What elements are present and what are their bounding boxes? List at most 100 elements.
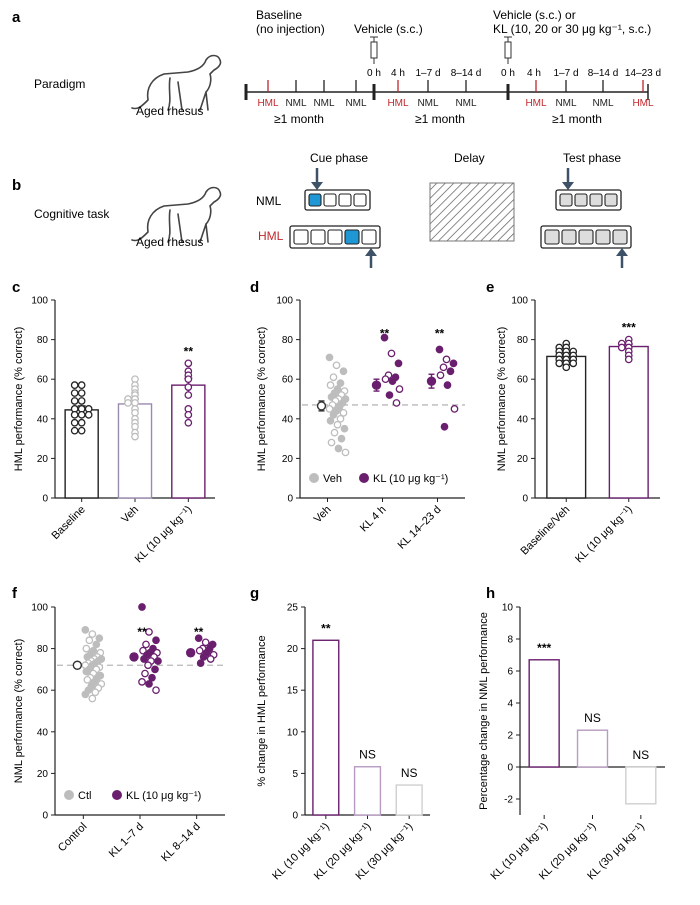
timeline-tick-label: NML (592, 98, 614, 109)
bar (395, 784, 423, 816)
data-point (184, 391, 193, 399)
x-tick-label: KL 4 h (358, 504, 389, 535)
bar (608, 345, 649, 499)
data-point (206, 655, 215, 663)
cue-hml-box (361, 229, 377, 245)
mean-point (371, 380, 382, 390)
x-tick-label: Veh (119, 504, 141, 526)
data-point (70, 410, 79, 419)
y-tick-label: 20 (37, 769, 49, 780)
data-point (81, 690, 90, 699)
timeline-top-label: 14–23 d (625, 68, 661, 79)
legend-marker (64, 790, 74, 800)
test-nml-box (574, 193, 588, 207)
data-point (88, 694, 97, 703)
data-point (450, 405, 459, 413)
cognitive-task-label: Cognitive task (34, 207, 110, 221)
bar (576, 729, 609, 768)
data-point (329, 410, 338, 419)
y-tick-label: 60 (37, 375, 49, 386)
data-point (446, 367, 455, 376)
cue-hml-box (310, 229, 326, 245)
y-tick-label: 40 (282, 414, 294, 425)
y-axis-label: % change in HML performance (256, 635, 268, 786)
x-tick-label: Veh (312, 504, 334, 526)
x-tick-label: KL 1–7 d (107, 821, 146, 860)
data-point (380, 333, 389, 342)
panel-f: f 0 20 40 60 80 100 NML performance (% correct)… (12, 585, 225, 864)
test-phase-label: Test phase (563, 151, 621, 165)
data-point (334, 444, 343, 453)
panel-d: d 0 20 40 60 80 100 HML performance (% correct)… (250, 279, 465, 552)
test-hml-box (578, 229, 594, 245)
month-label-3: ≥1 month (552, 112, 602, 126)
monkey-icon (131, 186, 222, 243)
timeline-top-label: 8–14 d (451, 68, 482, 79)
data-point (439, 363, 448, 372)
mean-point (129, 652, 139, 662)
data-point (394, 359, 403, 368)
test-nml-box (559, 193, 573, 207)
data-point (624, 355, 633, 364)
timeline-tick-label: HML (387, 98, 409, 109)
data-point (325, 353, 334, 362)
y-tick-label: 0 (507, 763, 513, 774)
month-label-2: ≥1 month (415, 112, 465, 126)
kl-title-line2: KL (10, 20 or 30 μg kg⁻¹, s.c.) (493, 22, 651, 36)
data-point (154, 657, 162, 665)
y-tick-label: 100 (276, 296, 293, 307)
mean-point (316, 401, 327, 411)
significance-label: ** (194, 625, 204, 639)
cue-nml-box (323, 193, 337, 207)
timeline-ticks: HML NML NML NML 0 h 4 h 1–7 d 8–14 d HML NML NML 0 … (257, 68, 661, 109)
data-point (88, 630, 97, 638)
delay-label: Delay (454, 151, 485, 165)
nml-label: NML (256, 194, 282, 208)
data-point (325, 405, 334, 413)
y-tick-label: 80 (37, 335, 49, 346)
data-point (131, 432, 139, 441)
y-tick-label: 20 (517, 454, 529, 465)
y-tick-label: 15 (287, 686, 299, 697)
y-tick-label: 5 (292, 769, 298, 780)
panel-e: e 0 20 40 60 80 100 NML performance (% correct)… (486, 279, 660, 565)
y-tick-label: 80 (517, 335, 529, 346)
significance-label: NS (359, 748, 376, 762)
x-tick-label: Baseline (49, 504, 87, 542)
timeline-tick-label: NML (455, 98, 477, 109)
y-tick-label: 80 (37, 644, 49, 655)
data-point (151, 665, 159, 674)
timeline-tick-label: NML (345, 98, 367, 109)
bar (528, 659, 560, 768)
data-point (381, 375, 390, 384)
y-tick-label: 2 (507, 731, 513, 742)
significance-label: ** (380, 327, 390, 341)
data-point (569, 359, 578, 368)
data-point (196, 659, 205, 668)
data-point (341, 448, 350, 457)
delay-hatch (429, 182, 515, 242)
timeline-tick-label: HML (525, 98, 547, 109)
panel-f-letter: f (12, 585, 18, 602)
data-point (145, 628, 153, 636)
y-tick-label: 40 (37, 727, 49, 738)
y-tick-label: 40 (517, 414, 529, 425)
cue-nml-box (338, 193, 352, 207)
vehicle-title: Vehicle (s.c.) (354, 22, 423, 36)
cue-arrow-down (311, 168, 323, 190)
panel-b: b Cognitive task Aged rhesus Cue phase D… (12, 151, 632, 268)
y-axis-label: HML performance (% correct) (256, 327, 268, 471)
panel-h-letter: h (486, 585, 495, 602)
data-point (443, 381, 452, 389)
data-point (70, 418, 79, 427)
bar (312, 639, 340, 816)
panel-g-letter: g (250, 585, 259, 602)
data-point (138, 603, 146, 611)
significance-label: *** (622, 321, 636, 335)
y-tick-label: 60 (37, 686, 49, 697)
mean-point (426, 376, 437, 386)
y-axis-label: HML performance (% correct) (13, 327, 25, 471)
data-point (70, 426, 79, 435)
data-point (435, 345, 444, 354)
data-point (340, 424, 349, 433)
